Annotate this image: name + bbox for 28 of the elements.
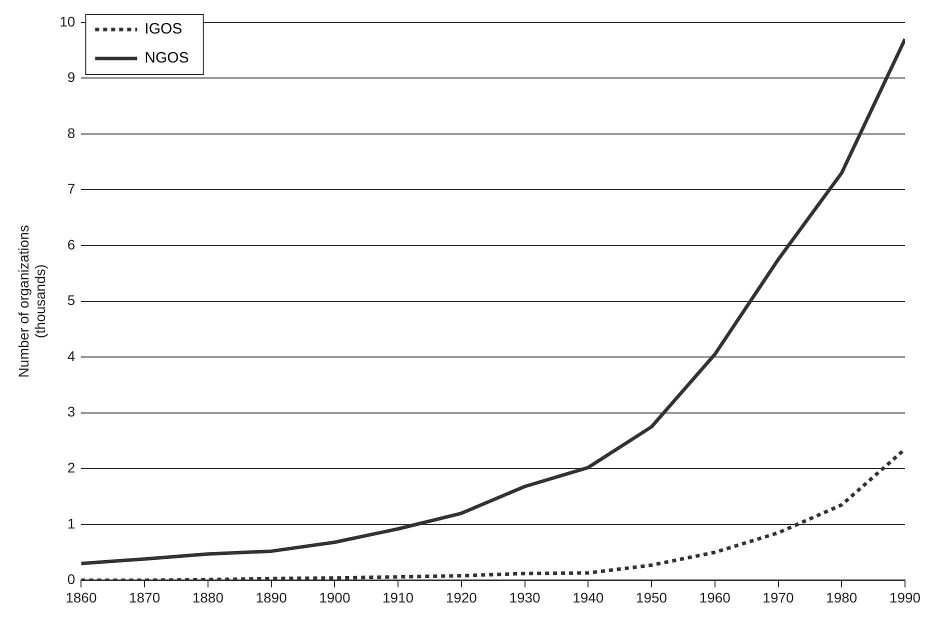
x-tick-label: 1960	[699, 589, 731, 606]
y-tick-label: 7	[67, 180, 76, 197]
x-tick-label: 1910	[382, 589, 414, 606]
y-tick-label: 3	[67, 404, 76, 420]
y-tick-label: 10	[60, 13, 76, 30]
y-tick-label: 4	[67, 348, 76, 364]
x-tick-label: 1970	[762, 589, 794, 606]
y-tick-label: 5	[67, 292, 76, 308]
x-tick-label: 1920	[446, 589, 478, 606]
x-tick-label: 1990	[889, 589, 921, 606]
legend-label: NGOS	[144, 50, 189, 67]
y-tick-label: 9	[67, 69, 76, 86]
x-tick-label: 1870	[128, 589, 160, 606]
x-tick-label: 1980	[826, 589, 858, 606]
x-tick-label: 1880	[192, 589, 224, 606]
x-tick-label: 1860	[66, 589, 97, 606]
y-tick-label: 2	[67, 460, 76, 476]
x-tick-label: 1890	[256, 589, 288, 606]
x-tick-label: 1930	[509, 589, 541, 606]
y-tick-label: 0	[67, 571, 76, 588]
y-tick-label: 1	[67, 515, 76, 532]
y-axis-title: Number of organizations (thousands)	[15, 225, 48, 378]
x-tick-label: 1900	[319, 589, 350, 606]
y-tick-label: 8	[67, 124, 76, 141]
x-tick-label: 1940	[572, 589, 604, 606]
legend-label: IGOS	[144, 20, 182, 38]
x-tick-label: 1950	[636, 589, 668, 606]
y-tick-label: 6	[67, 236, 76, 252]
